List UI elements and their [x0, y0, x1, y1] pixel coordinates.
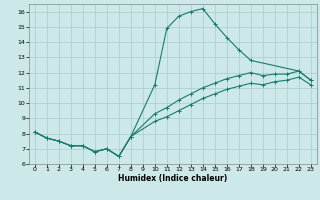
X-axis label: Humidex (Indice chaleur): Humidex (Indice chaleur): [118, 174, 228, 183]
